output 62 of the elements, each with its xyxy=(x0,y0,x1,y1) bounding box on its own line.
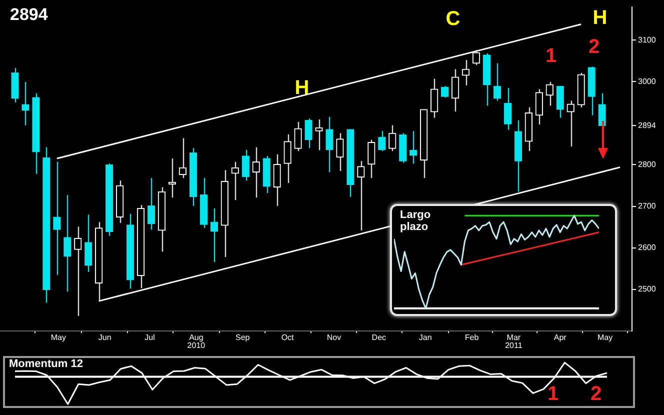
x-tick-label: Jun xyxy=(98,333,112,342)
x-tick-label: Nov xyxy=(326,333,342,342)
candlestick xyxy=(147,177,156,230)
x-tick-label: Jul xyxy=(144,333,156,342)
y-tick-label: 2700 xyxy=(638,202,656,211)
candlestick xyxy=(357,160,365,232)
chart-title: 2894 xyxy=(10,5,49,24)
chart-title: Largo plazo xyxy=(400,209,432,234)
candlestick xyxy=(535,88,543,126)
candlestick xyxy=(566,100,574,148)
y-tick-label: 2800 xyxy=(638,160,656,169)
candlestick xyxy=(273,154,281,206)
candlestick xyxy=(284,134,292,184)
candlestick xyxy=(242,149,250,182)
candlestick xyxy=(315,118,323,151)
x-tick-label: Mar 2011 xyxy=(505,333,523,350)
annotation: 2 xyxy=(588,36,600,58)
candlestick xyxy=(231,161,239,201)
candlestick xyxy=(22,81,30,126)
y-tick-label: 2500 xyxy=(638,284,656,294)
x-tick-label: May xyxy=(597,333,613,342)
candlestick xyxy=(378,130,386,152)
candlestick xyxy=(493,62,502,102)
y-tick-label: 2600 xyxy=(638,243,656,252)
candlestick xyxy=(74,226,82,317)
x-tick-label: Feb xyxy=(464,333,480,342)
candlestick xyxy=(178,138,187,179)
annotation: H xyxy=(294,77,310,99)
candlestick xyxy=(53,161,61,276)
annotation: C xyxy=(446,8,460,30)
annotation: 1 xyxy=(547,383,559,405)
candlestick xyxy=(388,124,396,152)
x-tick-label: May xyxy=(50,333,66,342)
candlestick xyxy=(326,116,334,173)
candlestick xyxy=(64,194,72,292)
y-tick-label: 3100 xyxy=(638,35,656,44)
candlestick xyxy=(451,68,460,112)
candlestick xyxy=(304,118,312,149)
x-tick-label: Jan xyxy=(418,333,432,342)
candlestick xyxy=(84,214,92,273)
candlestick xyxy=(556,86,564,118)
candlestick xyxy=(252,146,260,198)
x-tick-label: Oct xyxy=(281,333,295,342)
annotation: 2 xyxy=(590,383,602,405)
y-tick-label: 3000 xyxy=(638,76,656,86)
y-tick-label: 2894 xyxy=(638,120,656,130)
candlestick xyxy=(294,121,302,152)
candlestick xyxy=(210,208,218,263)
candlestick xyxy=(430,78,438,118)
annotation: 1 xyxy=(545,45,557,67)
x-tick-label: Apr xyxy=(554,333,567,342)
candlestick xyxy=(336,132,344,172)
candlestick xyxy=(504,87,512,130)
x-tick-label: Aug 2010 xyxy=(187,333,206,350)
candlestick xyxy=(546,81,554,106)
x-tick-label: Sep xyxy=(236,333,250,342)
candlestick xyxy=(410,130,418,164)
candlestick xyxy=(368,139,376,179)
x-tick-label: Dec xyxy=(372,333,386,342)
candlestick xyxy=(472,49,480,66)
annotation: H xyxy=(592,7,608,29)
chart-title: Momentum 12 xyxy=(9,358,84,371)
